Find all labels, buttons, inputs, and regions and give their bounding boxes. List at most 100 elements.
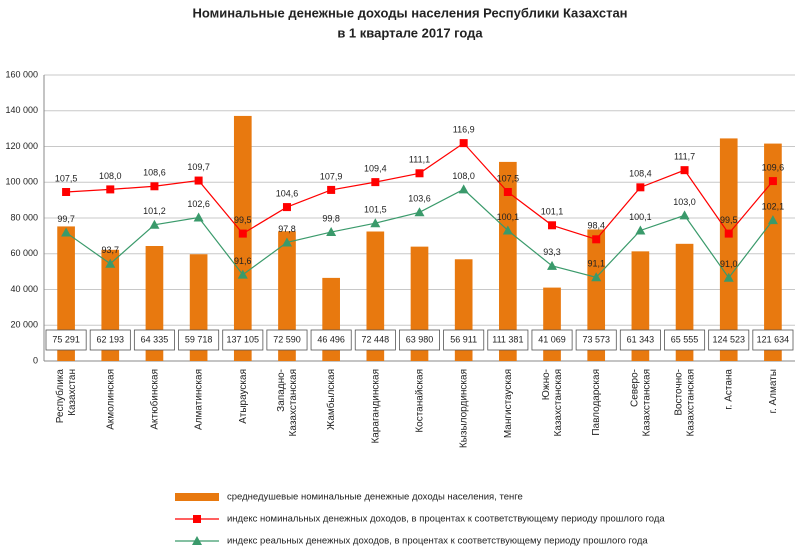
data-label-box — [399, 329, 440, 351]
marker — [149, 219, 160, 229]
x-tick-label: Кызылординская — [458, 369, 469, 448]
marker — [106, 185, 115, 194]
data-label: 64 335 — [141, 334, 169, 344]
x-tick-label: г. Астана — [723, 369, 734, 410]
data-label: 108,0 — [452, 171, 475, 181]
marker — [767, 215, 778, 225]
data-label-box — [45, 329, 87, 351]
y-tick-label: 140 000 — [5, 105, 38, 115]
y-tick-label: 0 — [33, 355, 38, 365]
data-label: 109,7 — [187, 162, 210, 172]
marker — [326, 227, 337, 237]
data-label: 62 193 — [96, 334, 124, 344]
marker — [724, 229, 733, 238]
data-label: 111,1 — [409, 155, 430, 165]
data-label-box — [664, 329, 706, 351]
data-label: 56 911 — [450, 334, 477, 344]
data-label-box — [752, 329, 794, 351]
marker — [282, 203, 291, 212]
marker — [592, 235, 601, 244]
marker — [61, 227, 72, 237]
data-label: 102,6 — [187, 199, 210, 209]
marker — [458, 184, 469, 194]
chart-title: в 1 квартале 2017 года — [337, 25, 483, 40]
x-tick-label: г. Алматы — [768, 369, 779, 413]
y-tick-label: 120 000 — [5, 141, 38, 151]
data-label: 101,5 — [364, 205, 387, 215]
legend-swatch — [175, 493, 219, 501]
x-tick-label: Костанайская — [414, 369, 425, 433]
marker — [327, 185, 336, 194]
legend-label: индекс номинальных денежных доходов, в п… — [227, 514, 665, 525]
data-label: 72 590 — [273, 334, 301, 344]
data-label: 103,0 — [673, 197, 696, 207]
data-label: 99,8 — [322, 213, 340, 223]
data-label: 46 496 — [317, 334, 345, 344]
data-label-box — [487, 329, 529, 351]
marker — [548, 221, 557, 230]
x-tick-label: Мангистауская — [502, 369, 513, 438]
data-label: 41 069 — [538, 334, 566, 344]
y-tick-label: 160 000 — [5, 69, 38, 79]
data-label-box — [575, 329, 617, 351]
x-tick-label: Карагандинская — [370, 369, 381, 444]
bar — [587, 229, 606, 361]
data-label: 108,6 — [143, 168, 166, 178]
data-label-box — [443, 329, 485, 351]
data-label: 102,1 — [762, 201, 785, 211]
x-tick-label: Восточно-Казахстанская — [673, 369, 696, 436]
x-tick-label: Атырауская — [237, 369, 248, 424]
y-tick-label: 80 000 — [10, 212, 38, 222]
legend-label: индекс реальных денежных доходов, в проц… — [227, 536, 648, 547]
data-label: 59 718 — [185, 334, 213, 344]
data-label: 103,6 — [408, 194, 431, 204]
x-tick-label: Акмолинская — [105, 369, 116, 430]
marker — [238, 229, 247, 238]
marker — [503, 188, 512, 196]
data-label: 107,9 — [320, 171, 343, 181]
data-label: 91,6 — [234, 256, 252, 266]
marker — [547, 260, 558, 270]
data-label: 108,4 — [629, 169, 652, 179]
data-label-box — [133, 329, 175, 351]
marker — [723, 272, 734, 282]
data-label: 109,6 — [762, 162, 785, 172]
x-tick-label: РеспубликаКазахстан — [54, 369, 78, 424]
x-tick-label: Жамбылская — [325, 369, 337, 430]
y-tick-label: 60 000 — [10, 248, 38, 258]
y-tick-label: 100 000 — [5, 177, 38, 187]
data-label: 137 105 — [227, 334, 260, 344]
marker — [679, 210, 690, 220]
marker — [636, 183, 645, 192]
data-label-box — [531, 329, 573, 351]
bar — [278, 231, 296, 361]
data-label: 111,7 — [674, 152, 695, 162]
data-label: 61 343 — [627, 334, 655, 344]
data-label-box — [310, 329, 352, 351]
data-label-box — [222, 329, 264, 351]
y-tick-label: 20 000 — [10, 320, 38, 330]
marker — [150, 182, 159, 191]
data-label: 99,5 — [720, 215, 738, 225]
data-label: 63 980 — [406, 334, 434, 344]
data-label: 100,1 — [629, 212, 652, 222]
data-label: 104,6 — [276, 188, 299, 198]
marker — [105, 258, 116, 268]
data-label: 99,7 — [57, 214, 75, 224]
data-label: 107,5 — [497, 173, 520, 183]
legend-marker — [192, 536, 202, 545]
data-label: 93,3 — [543, 247, 561, 257]
x-tick-label: Северо-Казахстанская — [629, 369, 652, 436]
y-tick-label: 40 000 — [10, 284, 38, 294]
data-label: 109,4 — [364, 163, 387, 173]
data-label-box — [266, 329, 308, 351]
x-tick-label: Южно-Казахстанская — [541, 369, 564, 436]
bar — [366, 231, 385, 361]
data-label: 98,4 — [587, 221, 605, 231]
data-label: 124 523 — [712, 334, 745, 344]
legend-marker — [193, 515, 201, 523]
marker — [371, 178, 380, 187]
marker — [414, 207, 425, 217]
marker — [281, 237, 292, 247]
